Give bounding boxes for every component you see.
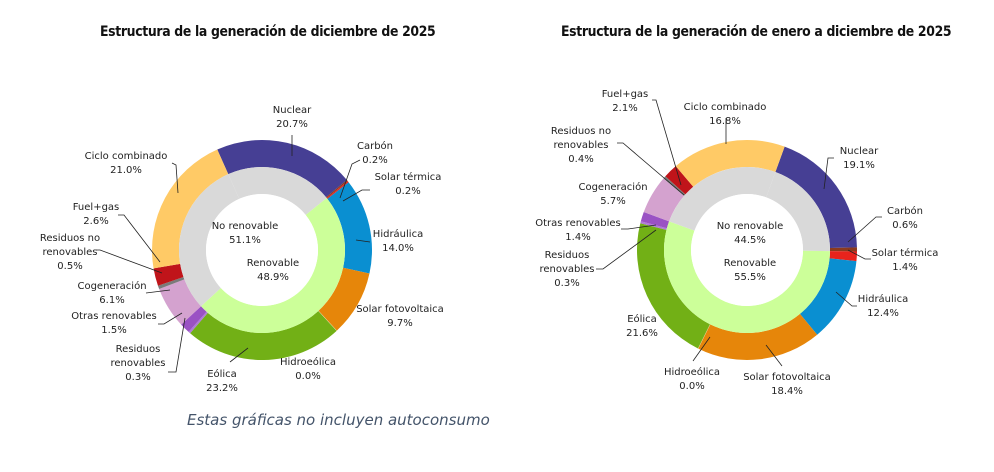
data-label-residuos-renovables: Residuos renovables 0.3% <box>110 344 165 383</box>
data-label-no-renovable: No renovable 51.1% <box>212 221 279 246</box>
slice-ciclo-combinado <box>152 149 229 269</box>
data-label-hidraulica: Hidráulica 14.0% <box>373 228 423 254</box>
slice-otras-renovables <box>181 306 207 332</box>
leader-line-ciclo-combinado <box>171 162 179 194</box>
data-label-cogeneracion: Cogeneración 6.1% <box>77 280 146 306</box>
leader-line-otras-renovables <box>621 224 657 230</box>
leader-line-hidraulica <box>355 239 371 243</box>
leader-line-residuos-no-renovables <box>617 142 685 196</box>
doughnut-chart-2: Nuclear 19.1% Carbón 0.6% Solar térmica 1.4% H… <box>535 89 938 397</box>
data-label-hidraulica: Hidráulica 12.4% <box>858 293 908 319</box>
data-label-otras-renovables: Otras renovables 1.5% <box>71 311 156 336</box>
leader-line-hidroeolica <box>692 336 711 362</box>
data-label-residuos-no-renovables: Residuos no renovables 0.5% <box>40 233 100 272</box>
slice-cogeneracion <box>643 178 685 222</box>
data-label-hidroeolica: Hidroeólica 0.0% <box>664 366 720 392</box>
leader-line-nuclear <box>823 157 834 190</box>
chart-title-december: Estructura de la generación de diciembre… <box>100 24 436 40</box>
leader-line-cogeneracion <box>145 289 171 294</box>
slice-residuos-no-renovables <box>663 176 686 196</box>
data-label-otras-renovables: Otras renovables 1.4% <box>535 218 620 243</box>
leader-line-hidraulica <box>835 291 857 307</box>
data-label-eolica: Eólica 21.6% <box>626 313 658 339</box>
slice-eolica <box>637 223 711 349</box>
data-label-residuos-renovables: Residuos renovables 0.3% <box>539 250 594 289</box>
data-label-nuclear: Nuclear 20.7% <box>273 105 312 130</box>
chart-title-january-december: Estructura de la generación de enero a d… <box>561 24 952 40</box>
doughnut-hole <box>691 194 803 306</box>
data-label-fuel-gas: Fuel+gas 2.1% <box>602 89 649 114</box>
slice-carbon <box>829 247 857 252</box>
slice-residuos-renovables <box>188 311 208 334</box>
data-label-residuos-no-renovables: Residuos no renovables 0.4% <box>551 126 611 165</box>
slice-nuclear <box>775 146 857 249</box>
data-label-no-renovable: No renovable 44.5% <box>717 221 784 246</box>
data-label-solar-termica: Solar térmica 0.2% <box>375 171 442 197</box>
inner-slice-no-renovable <box>228 167 327 215</box>
leader-line-residuos-no-renovables <box>96 249 163 274</box>
leader-line-otras-renovables <box>158 312 183 325</box>
slice-cogeneracion <box>159 279 202 325</box>
data-label-eolica: Eólica 23.2% <box>206 368 238 394</box>
slice-solar-fotovoltaica <box>318 267 370 331</box>
slice-residuos-no-renovables <box>157 276 185 289</box>
data-label-fuel-gas: Fuel+gas 2.6% <box>73 202 120 227</box>
data-label-solar-termica: Solar térmica 1.4% <box>872 247 939 273</box>
data-label-solar-fotovoltaica: Solar fotovoltaica 18.4% <box>743 372 831 397</box>
slice-otras-renovables <box>640 212 670 229</box>
data-label-cogeneracion: Cogeneración 5.7% <box>578 181 647 207</box>
slice-solar-termica <box>326 181 349 199</box>
slice-hidraulica <box>327 182 372 274</box>
data-label-solar-fotovoltaica: Solar fotovoltaica 9.7% <box>356 304 444 329</box>
leader-line-fuel-gas <box>652 99 682 186</box>
slice-ciclo-combinado <box>675 139 785 187</box>
doughnut-hole <box>206 194 318 306</box>
data-label-nuclear: Nuclear 19.1% <box>840 146 879 171</box>
footer-note: Estas gráficas no incluyen autoconsumo <box>187 411 490 429</box>
leader-line-solar-fotovoltaica <box>765 344 783 367</box>
data-label-ciclo-combinado: Ciclo combinado 21.0% <box>85 151 168 176</box>
data-label-carbon: Carbón 0.2% <box>357 140 393 166</box>
inner-slice-no-renovable <box>669 167 776 231</box>
data-label-renovable: Renovable 48.9% <box>247 258 299 283</box>
leader-line-solar-termica <box>847 249 871 260</box>
slice-fuel-gas <box>153 263 184 286</box>
slice-hidraulica <box>799 258 857 335</box>
leader-line-fuel-gas <box>118 214 161 263</box>
inner-slice-renovable <box>663 221 830 334</box>
leader-line-carbon <box>847 216 882 243</box>
inner-slice-no-renovable <box>179 174 240 307</box>
inner-slice-no-renovable <box>766 172 830 252</box>
doughnut-chart-1: Nuclear 20.7% Carbón 0.2% Solar térmica 0.2% H… <box>40 105 444 394</box>
slice-eolica <box>190 310 337 360</box>
slice-solar-termica <box>829 251 857 262</box>
leader-line-solar-termica <box>342 189 370 202</box>
slice-nuclear <box>217 139 347 198</box>
leader-line-carbon <box>339 159 361 199</box>
data-label-hidroeolica: Hidroeólica 0.0% <box>280 356 336 382</box>
leader-line-residuos-renovables <box>168 317 186 373</box>
data-label-carbon: Carbón 0.6% <box>887 205 923 231</box>
leader-line-eolica <box>229 347 249 363</box>
leader-line-residuos-renovables <box>596 229 657 270</box>
data-label-renovable: Renovable 55.5% <box>724 258 776 283</box>
slice-solar-fotovoltaica <box>697 313 818 360</box>
slice-carbon <box>326 180 348 199</box>
data-label-ciclo-combinado: Ciclo combinado 16.8% <box>684 102 767 127</box>
inner-slice-renovable <box>201 198 345 333</box>
